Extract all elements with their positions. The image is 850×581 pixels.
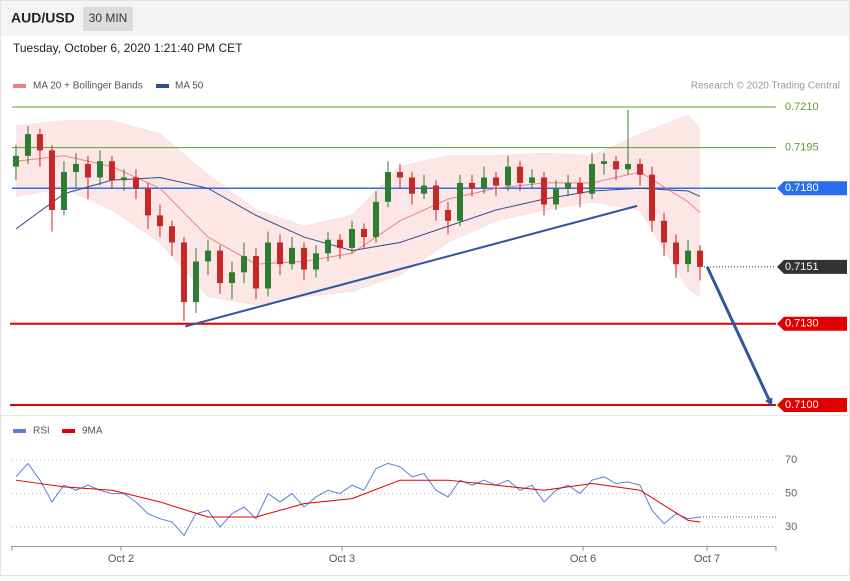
trendline	[184, 204, 638, 328]
candle-body	[697, 250, 704, 267]
candle-body	[661, 220, 668, 243]
level-tag	[777, 259, 847, 274]
header-bar	[1, 1, 849, 36]
candle-body	[24, 134, 31, 156]
candle-body	[336, 239, 343, 248]
candle-body	[685, 250, 692, 265]
candle-body	[541, 177, 548, 205]
candle-body	[577, 182, 584, 194]
candle-body	[469, 182, 476, 189]
candle-body	[348, 228, 355, 248]
candle-body	[60, 172, 67, 210]
candle-body	[421, 185, 428, 194]
candle-body	[300, 247, 307, 270]
candle-body	[288, 247, 295, 265]
candle-body	[180, 242, 187, 303]
candle-body	[48, 150, 55, 210]
y-tick-label: 30	[785, 521, 797, 533]
legend-swatch	[13, 84, 26, 88]
level-label: 0.7195	[785, 142, 819, 154]
legend-label: RSI	[33, 426, 50, 437]
candle-body	[324, 239, 331, 254]
candle-body	[144, 188, 151, 216]
candle-body	[360, 228, 367, 238]
candle-body	[156, 215, 163, 227]
level-label: 0.7210	[785, 101, 819, 113]
candle-body	[216, 250, 223, 284]
candle-body	[637, 163, 644, 175]
candle-body	[517, 166, 524, 183]
x-tick-label: Oct 2	[108, 553, 134, 565]
rsi-line	[15, 462, 701, 537]
candle-body	[132, 177, 139, 189]
level-label: 0.7151	[785, 261, 819, 273]
candle-body	[433, 185, 440, 210]
candle-body	[613, 161, 620, 170]
x-tick-label: Oct 6	[570, 553, 596, 565]
candle-body	[457, 182, 464, 221]
candle-body	[84, 163, 91, 178]
band-edge	[15, 187, 701, 306]
candle-body	[384, 172, 391, 202]
candle-body	[625, 163, 632, 170]
symbol: AUD/USD	[11, 10, 75, 26]
candle-body	[12, 155, 19, 167]
legend-swatch	[156, 84, 169, 88]
candle-body	[649, 174, 656, 221]
candle-body	[565, 182, 572, 189]
candle-body	[481, 177, 488, 189]
x-tick-label: Oct 7	[694, 553, 720, 565]
x-tick-label: Oct 3	[329, 553, 355, 565]
candle-body	[204, 250, 211, 262]
candle-body	[372, 201, 379, 238]
candle-body	[36, 134, 43, 151]
y-tick-label: 70	[785, 454, 797, 466]
level-label: 0.7130	[785, 318, 819, 330]
candle-body	[120, 177, 127, 181]
candle-body	[445, 209, 452, 221]
datetime: Tuesday, October 6, 2020 1:21:40 PM CET	[13, 41, 243, 55]
candle-body	[312, 253, 319, 270]
level-tag	[777, 397, 847, 412]
candle-body	[409, 177, 416, 194]
legend-swatch	[13, 429, 26, 433]
credit: Research © 2020 Trading Central	[691, 81, 840, 92]
rsi-ma-line	[15, 479, 701, 523]
candle-body	[589, 163, 596, 194]
candle-body	[108, 161, 115, 181]
legend-label: MA 20 + Bollinger Bands	[33, 81, 143, 92]
candle-body	[264, 242, 271, 289]
level-tag	[777, 181, 847, 196]
forecast-arrow	[705, 266, 773, 407]
candle-body	[673, 242, 680, 265]
legend-label: MA 50	[175, 81, 204, 92]
candle-body	[493, 177, 500, 186]
candle-body	[276, 242, 283, 265]
candle-body	[505, 166, 512, 186]
timeframe-badge	[83, 7, 133, 31]
candle-body	[397, 172, 404, 178]
candle-body	[192, 261, 199, 303]
candle-body	[96, 161, 103, 178]
candle-body	[240, 256, 247, 273]
legend-swatch	[62, 429, 75, 433]
y-tick-label: 50	[785, 487, 797, 499]
candle-body	[168, 226, 175, 243]
level-tag	[777, 316, 847, 331]
candle-body	[529, 177, 536, 183]
candle-body	[252, 256, 259, 289]
candle-body	[553, 188, 560, 205]
legend-label: 9MA	[82, 426, 103, 437]
candle-body	[228, 272, 235, 284]
timeframe: 30 MIN	[89, 11, 128, 25]
candle-body	[72, 163, 79, 173]
level-label: 0.7180	[785, 182, 819, 194]
level-label: 0.7100	[785, 399, 819, 411]
candle-body	[601, 161, 608, 164]
